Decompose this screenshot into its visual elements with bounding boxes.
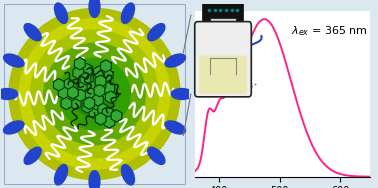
Polygon shape	[75, 89, 86, 102]
Text: $\lambda_{ex}$ = 365 nm: $\lambda_{ex}$ = 365 nm	[291, 24, 368, 38]
Ellipse shape	[3, 54, 24, 67]
Circle shape	[19, 19, 170, 169]
Circle shape	[44, 43, 145, 145]
Ellipse shape	[3, 121, 24, 134]
FancyBboxPatch shape	[4, 4, 185, 184]
Ellipse shape	[24, 147, 41, 164]
Polygon shape	[111, 110, 122, 122]
Polygon shape	[87, 80, 98, 93]
Polygon shape	[95, 113, 106, 125]
Polygon shape	[104, 116, 115, 128]
Polygon shape	[101, 60, 112, 72]
Circle shape	[31, 30, 158, 158]
Ellipse shape	[54, 3, 68, 24]
Polygon shape	[94, 84, 105, 97]
Polygon shape	[61, 97, 72, 110]
Polygon shape	[58, 86, 69, 99]
Ellipse shape	[24, 24, 41, 41]
Polygon shape	[95, 79, 106, 91]
Polygon shape	[82, 88, 93, 101]
Polygon shape	[82, 63, 92, 76]
Polygon shape	[95, 75, 106, 87]
Polygon shape	[68, 86, 78, 99]
Polygon shape	[73, 67, 84, 79]
Ellipse shape	[148, 147, 165, 164]
Ellipse shape	[54, 164, 68, 185]
Polygon shape	[93, 94, 103, 106]
Polygon shape	[66, 89, 76, 102]
Polygon shape	[93, 66, 104, 78]
Ellipse shape	[165, 121, 186, 134]
FancyBboxPatch shape	[210, 18, 236, 27]
Polygon shape	[85, 88, 96, 100]
FancyBboxPatch shape	[203, 0, 243, 24]
Polygon shape	[91, 97, 101, 110]
Circle shape	[9, 8, 180, 180]
Polygon shape	[63, 78, 74, 91]
Polygon shape	[102, 69, 113, 81]
Polygon shape	[80, 73, 91, 85]
Ellipse shape	[171, 89, 193, 99]
Polygon shape	[70, 97, 81, 110]
Circle shape	[72, 71, 117, 117]
FancyBboxPatch shape	[195, 22, 251, 97]
Ellipse shape	[121, 3, 135, 24]
Polygon shape	[84, 97, 94, 109]
Ellipse shape	[89, 171, 100, 188]
Polygon shape	[82, 101, 93, 113]
Polygon shape	[102, 107, 113, 119]
Polygon shape	[98, 103, 108, 116]
Circle shape	[59, 58, 130, 130]
Polygon shape	[78, 80, 88, 93]
Polygon shape	[105, 91, 116, 103]
Ellipse shape	[0, 89, 18, 99]
Ellipse shape	[89, 0, 100, 17]
Polygon shape	[104, 82, 115, 94]
Polygon shape	[82, 72, 93, 85]
Ellipse shape	[148, 24, 165, 41]
Ellipse shape	[121, 164, 135, 185]
FancyBboxPatch shape	[199, 55, 247, 94]
Ellipse shape	[165, 54, 186, 67]
Polygon shape	[89, 107, 100, 119]
Polygon shape	[54, 79, 64, 91]
Polygon shape	[74, 58, 85, 70]
Polygon shape	[97, 88, 107, 100]
